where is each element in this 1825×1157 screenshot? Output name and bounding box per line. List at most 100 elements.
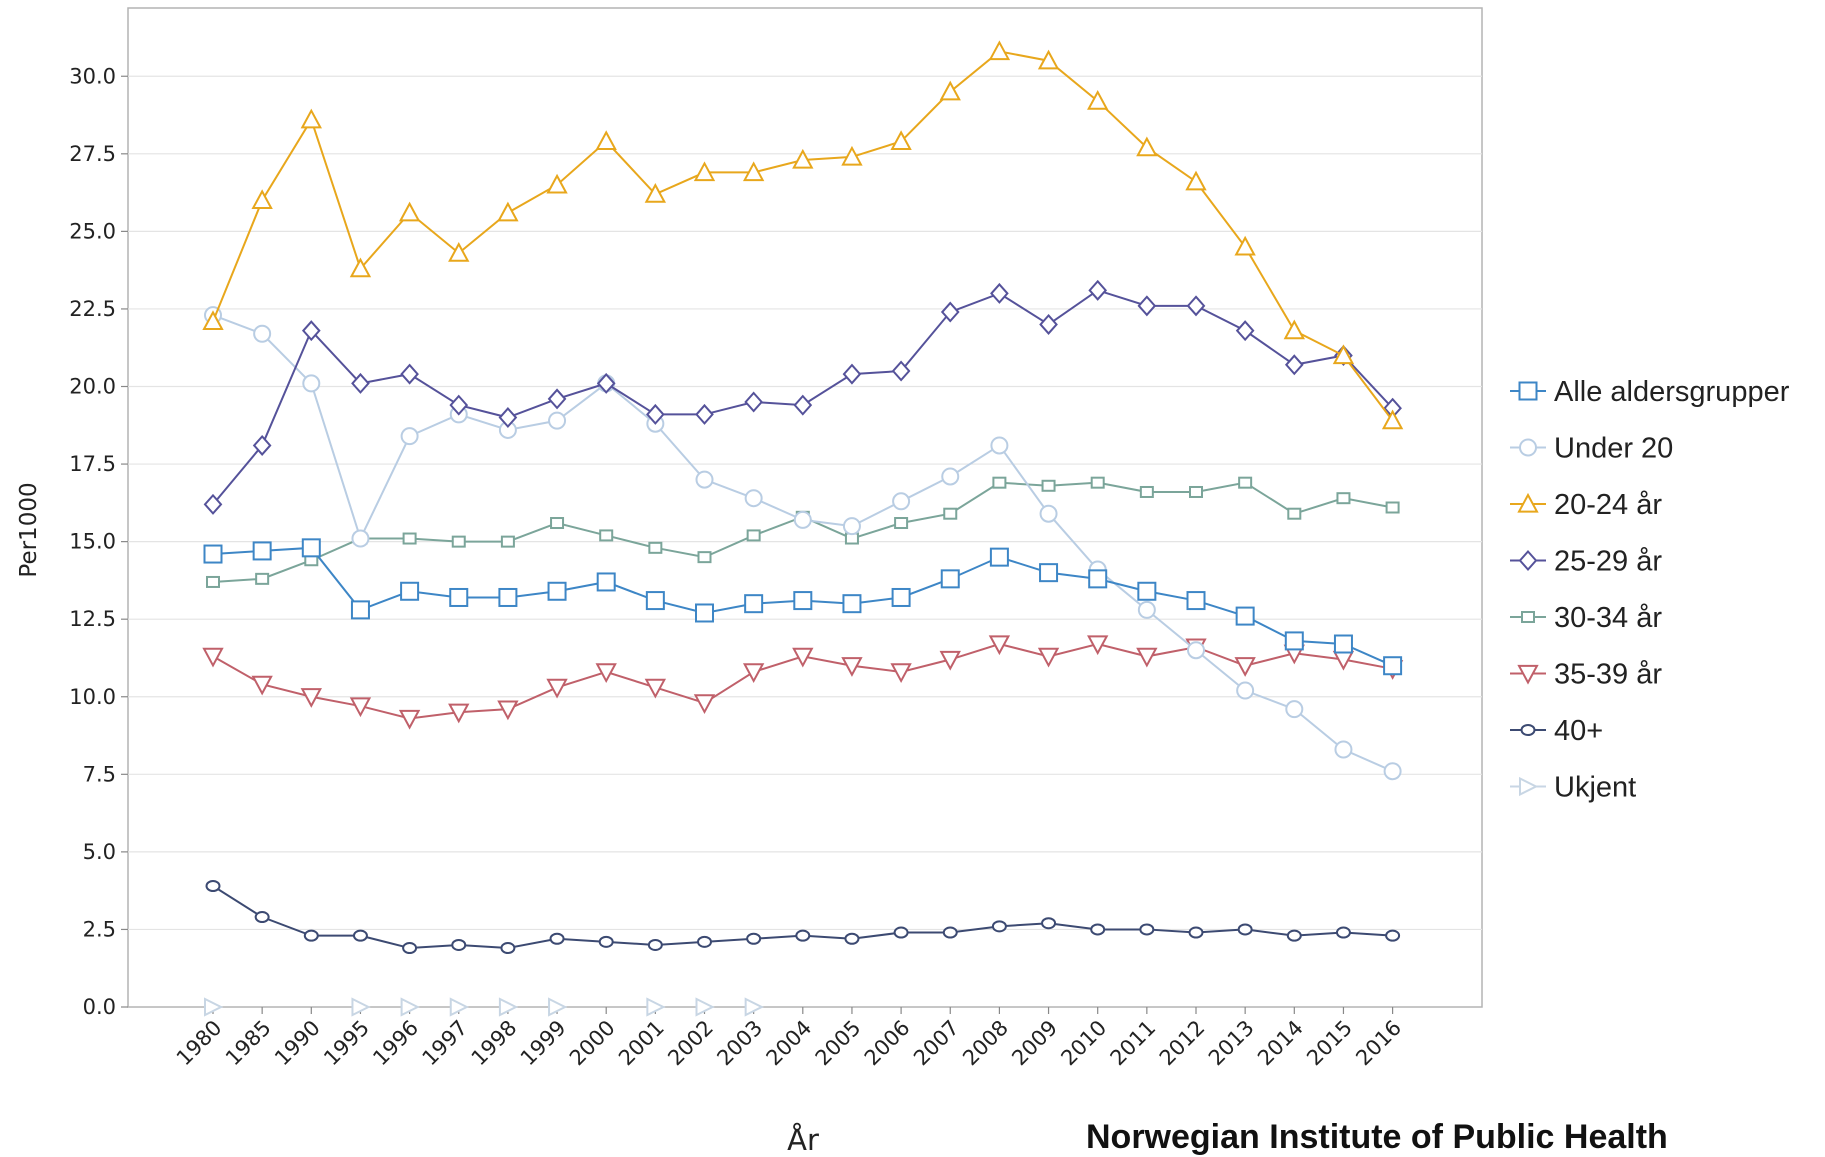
data-point	[206, 575, 220, 588]
data-point	[746, 932, 762, 945]
data-point	[1041, 479, 1056, 492]
data-point	[253, 324, 272, 343]
data-point	[596, 572, 616, 592]
data-point	[744, 489, 763, 508]
data-point	[941, 467, 960, 486]
data-point	[498, 587, 518, 607]
x-tick-label: 2003	[712, 1016, 767, 1071]
y-tick-label: 0.0	[83, 995, 116, 1019]
data-point	[1334, 740, 1353, 759]
legend-label: 35-39 år	[1554, 659, 1662, 691]
x-tick-label: 2004	[762, 1016, 817, 1071]
data-point	[595, 130, 617, 151]
y-tick-label: 7.5	[83, 762, 116, 786]
x-tick-label: 2015	[1302, 1016, 1357, 1071]
data-point	[1139, 485, 1154, 498]
data-point	[548, 411, 567, 430]
data-point	[1235, 606, 1255, 626]
data-point	[1238, 476, 1253, 489]
y-tick-label: 5.0	[83, 840, 116, 864]
data-point	[793, 394, 813, 416]
legend-marker	[1518, 549, 1538, 572]
data-point	[697, 551, 712, 564]
data-point	[988, 635, 1011, 656]
y-tick-label: 10.0	[69, 685, 116, 709]
data-point	[939, 80, 961, 101]
data-point	[300, 108, 322, 129]
legend-item: 20-24 år	[1510, 489, 1662, 521]
x-tick-label: 2012	[1155, 1016, 1210, 1071]
data-point	[744, 997, 764, 1017]
data-point	[1136, 136, 1158, 157]
data-point	[744, 391, 763, 413]
data-point	[599, 529, 614, 542]
data-point	[1284, 631, 1304, 651]
data-point	[400, 427, 419, 446]
legend-item: 40+	[1510, 715, 1603, 747]
data-point	[695, 603, 714, 623]
data-point	[990, 282, 1009, 304]
data-point	[1039, 313, 1058, 335]
legend-marker	[1520, 724, 1536, 736]
data-point	[1234, 235, 1256, 256]
data-point	[547, 581, 567, 601]
data-point	[891, 587, 911, 607]
data-point	[1383, 656, 1403, 676]
y-axis-title: Per1000	[16, 482, 42, 577]
data-point	[1385, 929, 1401, 942]
data-point	[351, 997, 371, 1017]
data-point	[449, 997, 469, 1017]
data-point	[1137, 581, 1157, 601]
data-point	[793, 591, 813, 611]
data-point	[1234, 657, 1256, 677]
data-point	[1236, 681, 1255, 700]
x-tick-label: 2011	[1106, 1016, 1161, 1071]
data-point	[644, 183, 667, 203]
data-point	[1333, 634, 1353, 654]
data-point	[500, 535, 515, 548]
data-point	[943, 507, 958, 520]
data-point	[498, 407, 518, 429]
x-tick-label: 2007	[909, 1016, 964, 1071]
data-point	[942, 926, 958, 939]
x-tick-label: 1996	[368, 1016, 423, 1071]
data-point	[350, 600, 370, 620]
x-tick-label: 2006	[860, 1016, 915, 1071]
data-point	[792, 647, 814, 668]
data-point	[202, 647, 224, 668]
data-point	[301, 320, 321, 342]
data-point	[646, 997, 666, 1017]
data-point	[842, 594, 862, 614]
legend-label: 20-24 år	[1554, 489, 1662, 521]
legend-item: Ukjent	[1510, 772, 1636, 804]
data-point	[300, 688, 322, 708]
data-point	[939, 650, 961, 671]
data-point	[991, 920, 1007, 933]
data-point	[988, 40, 1011, 61]
data-point	[549, 932, 565, 945]
x-tick-label: 1998	[467, 1016, 522, 1071]
x-tick-label: 2008	[958, 1016, 1013, 1071]
data-point	[891, 360, 911, 382]
data-point	[1286, 929, 1302, 942]
data-point	[448, 241, 470, 262]
x-tick-label: 2010	[1056, 1016, 1111, 1071]
data-point	[547, 388, 567, 410]
y-tick-label: 30.0	[69, 64, 116, 88]
data-point	[842, 363, 862, 385]
data-point	[402, 942, 418, 955]
data-point	[892, 492, 911, 511]
data-point	[893, 926, 909, 939]
data-point	[546, 678, 568, 699]
x-tick-label: 2009	[1007, 1016, 1062, 1071]
data-point	[1381, 409, 1404, 430]
data-point	[1285, 700, 1304, 719]
data-point	[497, 201, 519, 222]
data-point	[693, 161, 716, 182]
data-point	[646, 403, 665, 425]
data-point	[648, 541, 663, 554]
data-point	[1087, 89, 1109, 110]
data-point	[451, 938, 467, 951]
data-point	[1088, 279, 1108, 301]
data-point	[351, 372, 370, 394]
